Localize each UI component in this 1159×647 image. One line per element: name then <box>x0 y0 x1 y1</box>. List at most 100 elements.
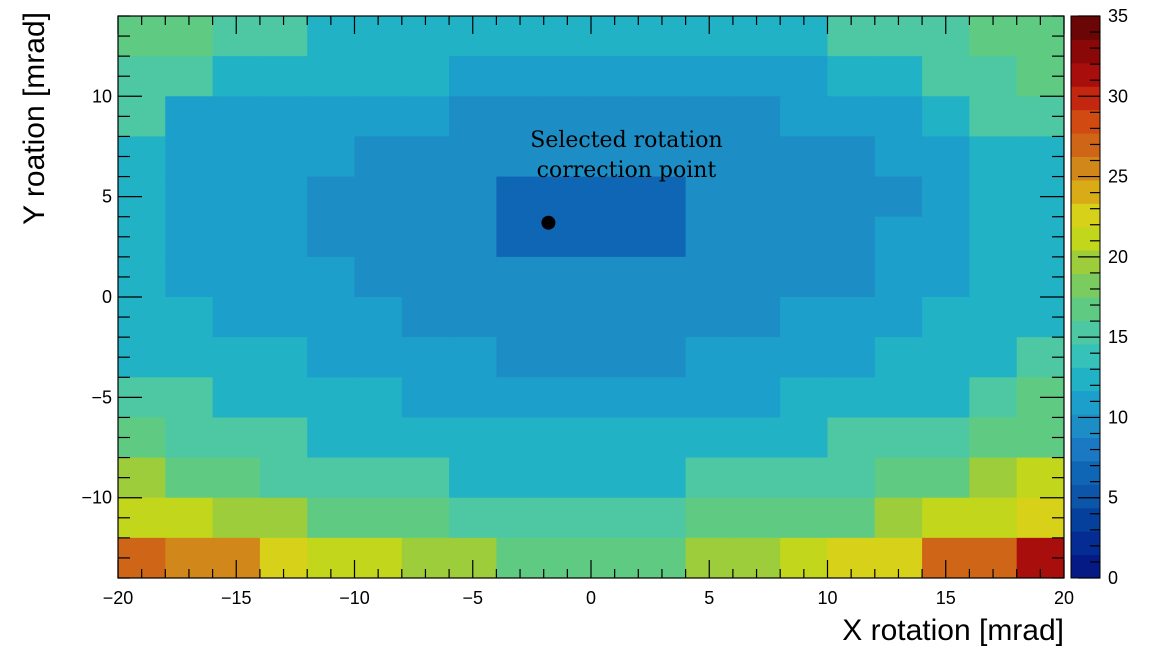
colorbar-swatch <box>1071 367 1100 392</box>
heatmap-cell <box>165 417 214 459</box>
heatmap-cell <box>969 377 1018 418</box>
heatmap-cell <box>165 497 214 539</box>
heatmap-cell <box>591 297 639 338</box>
heatmap-cell <box>969 176 1018 218</box>
heatmap-cell <box>401 297 450 338</box>
heatmap-cell <box>212 337 261 378</box>
heatmap-cell <box>922 136 970 178</box>
colorbar-swatch <box>1071 86 1100 111</box>
heatmap-cell <box>165 176 214 218</box>
heatmap-cell <box>732 56 781 97</box>
heatmap-cell <box>732 417 781 459</box>
heatmap-cell <box>874 497 923 539</box>
heatmap-cell <box>449 256 497 298</box>
colorbar-swatch <box>1071 203 1100 228</box>
heatmap-cell <box>827 136 876 178</box>
heatmap-cell <box>543 96 592 137</box>
heatmap-cell <box>165 297 214 338</box>
heatmap-cell <box>780 457 828 499</box>
heatmap-cell <box>496 377 545 418</box>
heatmap-cell <box>354 216 403 258</box>
heatmap-cell <box>780 96 828 137</box>
heatmap-cell <box>354 96 403 137</box>
colorbar-swatch <box>1071 250 1100 275</box>
heatmap-cell <box>165 256 214 298</box>
heatmap-cell <box>685 216 734 258</box>
annotation-line-1: Selected rotation <box>530 128 722 153</box>
heatmap-cell <box>827 216 876 258</box>
heatmap-cell <box>827 56 876 97</box>
heatmap-cell <box>401 457 450 499</box>
heatmap-cell <box>874 417 923 459</box>
heatmap-cell <box>922 457 970 499</box>
heatmap-cell <box>401 176 450 218</box>
axis-ticks: −20 −15 −10 −5 0 5 10 15 20 −10 −5 0 5 10 <box>81 15 1074 608</box>
heatmap-cell <box>543 176 592 218</box>
heatmap-cell <box>827 497 876 539</box>
heatmap-cell <box>165 337 214 378</box>
heatmap-cell <box>732 256 781 298</box>
heatmap-cell <box>259 136 308 178</box>
heatmap-cell <box>307 176 355 218</box>
y-tick-label: 0 <box>102 287 112 307</box>
heatmap-cell <box>685 176 734 218</box>
heatmap-cell <box>780 256 828 298</box>
heatmap-cell <box>401 497 450 539</box>
x-tick-label: −15 <box>221 588 252 608</box>
heatmap-cell <box>307 256 355 298</box>
colorbar-tick-label: 5 <box>1108 488 1118 508</box>
heatmap-cell <box>827 256 876 298</box>
heatmap-cell <box>780 297 828 338</box>
colorbar-tick-label: 20 <box>1108 247 1128 267</box>
heatmap-cell <box>354 497 403 539</box>
heatmap-cell <box>259 297 308 338</box>
heatmap-cell <box>449 417 497 459</box>
heatmap-cell <box>591 337 639 378</box>
heatmap-cell <box>685 136 734 178</box>
heatmap-cell <box>780 176 828 218</box>
colorbar-swatch <box>1071 133 1100 157</box>
heatmap-cell <box>496 256 545 298</box>
colorbar-swatch <box>1071 437 1100 462</box>
heatmap-cell <box>732 216 781 258</box>
colorbar-swatch <box>1071 39 1100 64</box>
colorbar-swatch <box>1071 343 1100 368</box>
heatmap-cell <box>543 297 592 338</box>
heatmap-cell <box>212 56 261 97</box>
heatmap-cell <box>969 96 1018 137</box>
heatmap-cell <box>354 337 403 378</box>
heatmap-cell <box>732 457 781 499</box>
heatmap-cell <box>874 337 923 378</box>
heatmap-cell <box>638 377 687 418</box>
heatmap-cell <box>827 96 876 137</box>
colorbar-tick-label: 25 <box>1108 167 1128 187</box>
heatmap-cell <box>685 96 734 137</box>
colorbar-swatch <box>1071 484 1100 509</box>
heatmap-cell <box>969 417 1018 459</box>
heatmap-cell <box>212 176 261 218</box>
y-tick-label: −10 <box>81 488 112 508</box>
heatmap-cell <box>307 56 355 97</box>
selected-point-marker <box>541 215 556 230</box>
heatmap-cell <box>496 96 545 137</box>
heatmap-cell <box>449 297 497 338</box>
heatmap-cell <box>496 337 545 378</box>
heatmap-cell <box>212 96 261 137</box>
heatmap-cell <box>780 417 828 459</box>
y-axis-title: Y roation [mrad] <box>18 12 51 225</box>
heatmap-cell <box>922 56 970 97</box>
heatmap-cell <box>307 417 355 459</box>
heatmap-cell <box>307 377 355 418</box>
heatmap-cell <box>922 176 970 218</box>
heatmap-cell <box>212 377 261 418</box>
heatmap-cell <box>165 216 214 258</box>
heatmap-cell <box>591 497 639 539</box>
colorbar-tick-label: 30 <box>1108 86 1128 106</box>
heatmap-cell <box>874 136 923 178</box>
heatmap-cell <box>259 457 308 499</box>
heatmap-cell <box>591 256 639 298</box>
heatmap-cell <box>827 176 876 218</box>
heatmap-cell <box>449 497 497 539</box>
colorbar-swatch <box>1071 414 1100 438</box>
